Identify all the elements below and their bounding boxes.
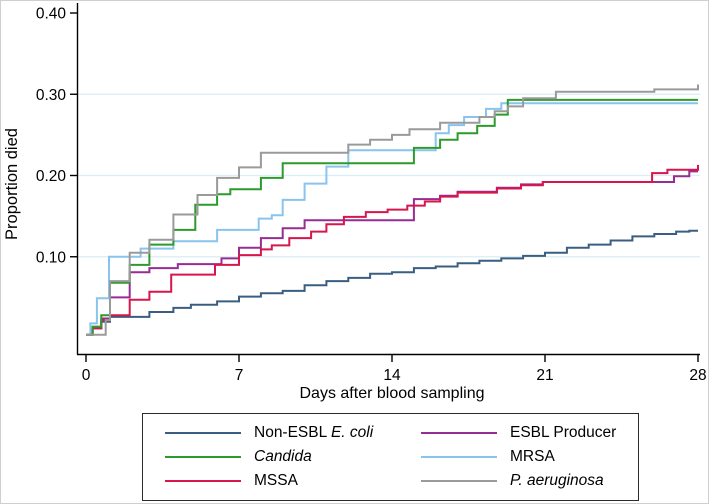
x-tick-label: 28 [689, 367, 706, 384]
legend-line-swatch [165, 431, 241, 435]
x-tick-label: 7 [235, 367, 244, 384]
series-curve-p-aeruginosa [86, 84, 699, 336]
x-tick-label: 0 [82, 367, 91, 384]
plot-area: 0.10 0.20 0.30 0.40 0 7 14 21 28 Days after blood… [3, 3, 707, 402]
x-tick-label: 21 [536, 367, 553, 384]
y-tick-label: 0.10 [36, 249, 67, 266]
legend-label: MSSA [254, 472, 298, 490]
series-curve-esbl-producer [86, 170, 698, 336]
legend-label: Candida [254, 448, 312, 466]
legend-label: ESBL Producer [510, 424, 617, 442]
legend-label: Non-ESBL E. coli [254, 424, 374, 442]
chart-legend: Non-ESBL E. coli Candida MSSA ESBL Producer… [142, 413, 639, 501]
legend-item-mssa: MSSA [143, 469, 399, 493]
y-tick-label: 0.40 [36, 6, 67, 23]
series-curve-non-esbl-e-coli [86, 229, 698, 336]
legend-item-mrsa: MRSA [399, 445, 638, 469]
y-tick-label: 0.20 [36, 168, 67, 185]
series-curve-mrsa [86, 102, 698, 336]
legend-label: P. aeruginosa [510, 472, 604, 490]
legend-item-p-aeruginosa: P. aeruginosa [399, 469, 638, 493]
legend-line-swatch [421, 455, 497, 459]
legend-line-swatch [421, 479, 497, 483]
legend-item-non-esbl-e-coli: Non-ESBL E. coli [143, 421, 399, 445]
series-curve-mssa [86, 164, 699, 336]
legend-line-swatch [165, 479, 241, 483]
legend-line-swatch [165, 455, 241, 459]
y-tick-label: 0.30 [36, 87, 67, 104]
y-axis-title: Proportion died [3, 128, 21, 240]
legend-label: MRSA [510, 448, 555, 466]
legend-item-candida: Candida [143, 445, 399, 469]
x-axis-title: Days after blood sampling [300, 385, 485, 402]
legend-line-swatch [421, 431, 497, 435]
x-tick-label: 14 [383, 367, 401, 384]
legend-item-esbl-producer: ESBL Producer [399, 421, 638, 445]
